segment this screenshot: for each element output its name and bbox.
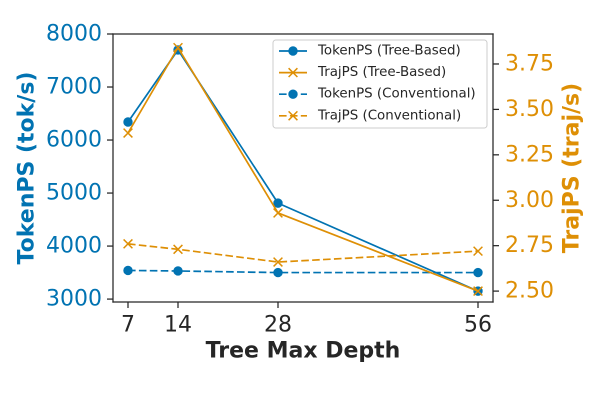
legend-entry: TokenPS (Conventional) bbox=[279, 87, 476, 102]
point-trajps-conventional bbox=[273, 257, 283, 267]
legend-label: TokenPS (Tree-Based) bbox=[317, 44, 461, 59]
y-right-tick-label: 3.75 bbox=[505, 51, 554, 76]
y-left-axis-label: TokenPS (tok/s) bbox=[15, 72, 40, 265]
legend-handle-marker bbox=[288, 46, 298, 56]
y-left-tick-label: 5000 bbox=[46, 181, 102, 206]
line-tokenps-conventional bbox=[127, 269, 478, 274]
axis-ticks: 7 14 28 56 3000 4000 5000 6000 7000 8000 2.50 2.75 3… bbox=[46, 22, 554, 338]
point-trajps-conventional bbox=[473, 246, 483, 257]
line-trajps-conventional bbox=[127, 243, 479, 263]
plot-area bbox=[123, 42, 483, 297]
point-trajps-conventional bbox=[123, 238, 133, 249]
legend: TokenPS (Tree-Based) TrajPS (Tree-Based) T… bbox=[272, 39, 488, 129]
x-tick-label: 56 bbox=[464, 313, 492, 338]
y-right-tick-label: 3.00 bbox=[505, 188, 554, 213]
y-right-tick-label: 2.75 bbox=[505, 233, 554, 258]
legend-label: TrajPS (Tree-Based) bbox=[317, 65, 446, 80]
y-left-tick-label: 3000 bbox=[46, 287, 102, 312]
x-tick-label: 7 bbox=[121, 313, 135, 338]
y-right-axis-label: TrajPS (traj/s) bbox=[560, 83, 585, 253]
y-right-tick-label: 2.50 bbox=[505, 279, 554, 304]
legend-handle-marker bbox=[288, 67, 298, 78]
point-tokenps-conventional bbox=[273, 267, 283, 278]
legend-label: TokenPS (Conventional) bbox=[317, 87, 476, 102]
point-tokenps-conventional bbox=[123, 265, 133, 276]
y-left-tick-label: 7000 bbox=[46, 75, 102, 100]
point-tokenps-conventional bbox=[473, 267, 483, 278]
y-right-tick-label: 3.50 bbox=[505, 97, 554, 122]
y-left-tick-label: 6000 bbox=[46, 128, 102, 153]
legend-entry: TokenPS (Tree-Based) bbox=[279, 44, 461, 59]
point-trajps-tree-based bbox=[473, 286, 483, 297]
legend-entry: TrajPS (Tree-Based) bbox=[279, 65, 446, 80]
legend-label: TrajPS (Conventional) bbox=[317, 108, 461, 123]
point-trajps-tree-based bbox=[173, 42, 183, 53]
point-trajps-tree-based bbox=[273, 208, 283, 218]
line-trajps-tree-based bbox=[127, 46, 479, 292]
point-trajps-tree-based bbox=[123, 128, 133, 138]
point-tokenps-tree-based bbox=[123, 117, 133, 127]
line-tokenps-tree-based bbox=[127, 49, 479, 292]
y-left-tick-label: 8000 bbox=[46, 22, 102, 47]
x-tick-label: 14 bbox=[164, 313, 192, 338]
point-trajps-conventional bbox=[173, 244, 183, 255]
legend-handle-marker bbox=[288, 110, 298, 121]
legend-handle-marker bbox=[288, 89, 298, 99]
x-axis-label: Tree Max Depth bbox=[206, 339, 401, 364]
axes-frame bbox=[112, 33, 494, 303]
legend-frame bbox=[272, 39, 488, 129]
point-tokenps-tree-based bbox=[273, 198, 283, 208]
point-tokenps-conventional bbox=[173, 266, 183, 276]
x-tick-label: 28 bbox=[264, 313, 292, 338]
y-left-tick-label: 4000 bbox=[46, 234, 102, 259]
legend-entry: TrajPS (Conventional) bbox=[279, 108, 461, 123]
y-right-tick-label: 3.25 bbox=[505, 142, 554, 167]
